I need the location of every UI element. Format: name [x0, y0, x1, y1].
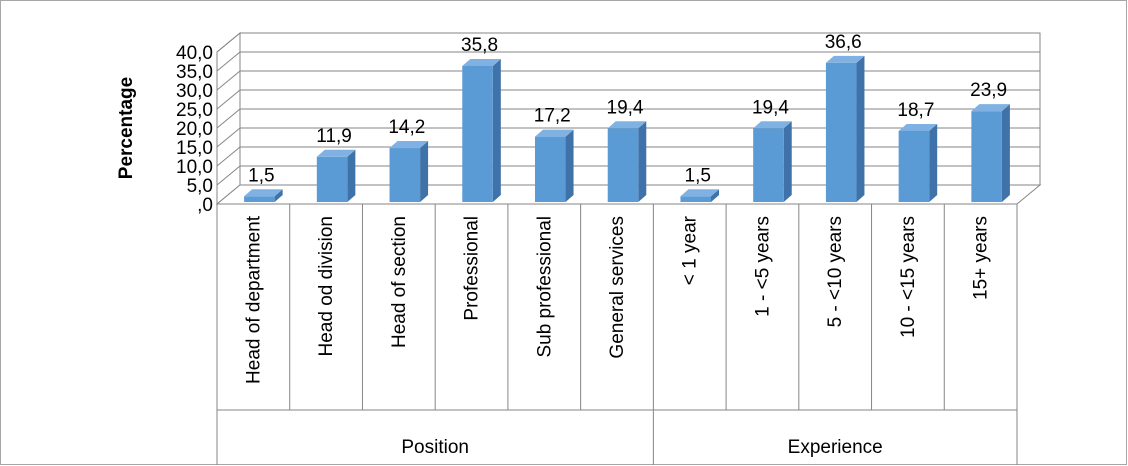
category-label: General services — [607, 216, 628, 359]
bars — [244, 55, 1010, 203]
bar-front — [389, 148, 421, 202]
y-tick-label: 35,0 — [176, 62, 213, 83]
bar — [389, 141, 429, 202]
bar-side — [711, 189, 719, 202]
bar-front — [535, 136, 566, 202]
bar-top — [971, 104, 1010, 112]
bar — [462, 58, 501, 203]
data-label: 18,7 — [897, 100, 934, 121]
gridline-side — [216, 165, 241, 186]
bar — [680, 189, 719, 202]
bar — [753, 121, 792, 202]
data-label: 35,8 — [461, 35, 498, 56]
gridline-side — [216, 51, 241, 72]
bar-top — [680, 189, 719, 197]
category-label: Head of section — [389, 216, 410, 348]
category-label: Head of department — [243, 215, 264, 384]
bar-top — [244, 189, 283, 197]
bar-side — [1001, 104, 1010, 202]
data-label: 1,5 — [248, 165, 274, 186]
bar — [607, 121, 647, 202]
bar — [316, 149, 356, 202]
y-tick-label: 5,0 — [187, 176, 213, 197]
bar — [825, 55, 865, 202]
bar-front — [753, 128, 784, 202]
data-label: 11,9 — [316, 126, 352, 147]
gridline-side — [216, 32, 241, 53]
data-label: 23,9 — [970, 80, 1007, 101]
bar — [898, 123, 938, 202]
bar-side — [856, 55, 865, 202]
bar-top — [753, 121, 792, 129]
category-label: Head od division — [316, 216, 337, 356]
data-label: 17,2 — [534, 106, 571, 127]
bar-top — [389, 141, 429, 149]
y-tick-label: 25,0 — [176, 100, 213, 121]
bar-front — [607, 128, 639, 202]
bar — [971, 104, 1010, 202]
bar — [535, 129, 574, 202]
bar-front — [462, 65, 493, 203]
category-label: 10 - <15 years — [898, 216, 919, 338]
data-label: 36,6 — [825, 32, 862, 53]
gridline-side — [216, 89, 241, 110]
data-label: 1,5 — [685, 165, 711, 186]
bar-top — [825, 55, 865, 63]
category-axis-table: Head of department Head od division Head o… — [216, 204, 1018, 465]
data-label: 19,4 — [752, 97, 789, 118]
y-tick-label: 40,0 — [176, 43, 213, 64]
gridline-side — [216, 108, 241, 129]
group-label: Experience — [788, 437, 883, 458]
bar-front — [244, 196, 275, 202]
bar-front — [898, 130, 930, 202]
bar-top — [898, 123, 938, 131]
bar-side — [347, 149, 356, 202]
y-tick-label: 10,0 — [176, 157, 213, 178]
y-tick-label: 20,0 — [176, 119, 213, 140]
y-tick-label: 15,0 — [176, 138, 213, 159]
bar-side — [783, 121, 792, 202]
data-label: 19,4 — [607, 97, 644, 118]
bar-top — [607, 121, 647, 129]
y-axis-ticks: ,05,010,015,020,025,030,035,040,0 — [176, 43, 213, 216]
data-label: 14,2 — [388, 117, 425, 138]
bar-front — [316, 156, 348, 202]
bar-side — [274, 189, 283, 202]
group-label: Position — [401, 437, 469, 458]
bar-side — [638, 121, 647, 202]
category-label: Sub professional — [534, 216, 555, 358]
gridline-side — [216, 70, 241, 91]
y-axis-title: Percentage — [116, 77, 137, 179]
y-tick-label: 30,0 — [176, 81, 213, 102]
category-label: 1 - <5 years — [752, 216, 773, 317]
category-label: < 1 year — [680, 215, 701, 285]
bar-side — [420, 141, 429, 202]
bar-top — [462, 58, 501, 66]
bar-top — [316, 149, 356, 157]
gridline-side — [216, 127, 241, 148]
category-label: 15+ years — [971, 216, 992, 300]
y-tick-label: ,0 — [197, 195, 213, 216]
bar-side — [492, 58, 501, 203]
bar-front — [825, 62, 857, 202]
gridline-side — [216, 146, 241, 167]
bar-front — [680, 196, 711, 202]
data-labels: 1,5 11,9 14,2 35,8 17,2 19,4 1,5 19,4 36,6 18,7 23… — [248, 32, 1007, 186]
bar — [244, 189, 283, 202]
bar-side — [565, 129, 574, 202]
bar-side — [929, 123, 938, 202]
bar-front — [971, 111, 1002, 202]
category-label: Professional — [462, 216, 483, 321]
bar-top — [535, 129, 574, 137]
category-label: 5 - <10 years — [825, 216, 846, 327]
